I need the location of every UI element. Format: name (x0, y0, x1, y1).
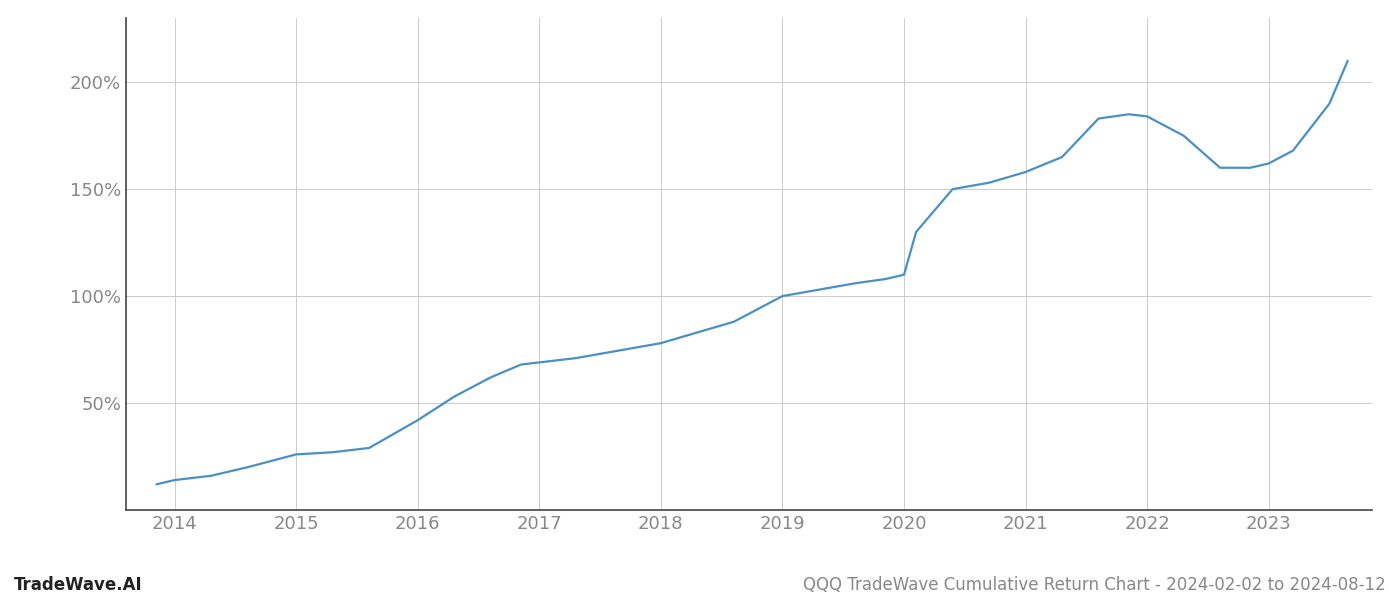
Text: QQQ TradeWave Cumulative Return Chart - 2024-02-02 to 2024-08-12: QQQ TradeWave Cumulative Return Chart - … (804, 576, 1386, 594)
Text: TradeWave.AI: TradeWave.AI (14, 576, 143, 594)
